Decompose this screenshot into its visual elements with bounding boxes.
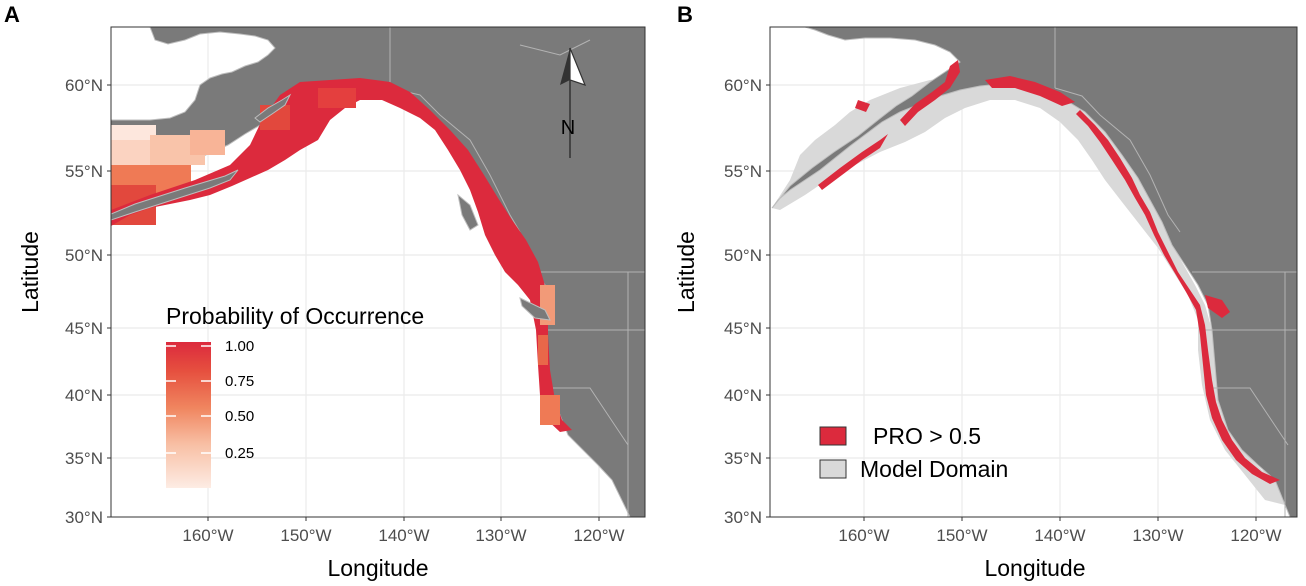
panel-b-xlabel: Longitude	[984, 555, 1085, 581]
legend-b-label-domain: Model Domain	[860, 456, 1008, 482]
x-tick-label: 140°W	[1034, 526, 1085, 545]
y-tick-label: 35°N	[724, 449, 762, 468]
legend-a-colorbar	[166, 342, 211, 488]
x-tick-label: 150°W	[936, 526, 987, 545]
y-tick-label: 45°N	[724, 319, 762, 338]
north-arrow: N	[560, 47, 587, 158]
panel-b: PRO > 0.5 Model Domain 60°N 55°N 50°N 45…	[673, 26, 1298, 581]
legend-a-tick: 0.75	[225, 373, 254, 390]
panel-b-x-ticks: 160°W 150°W 140°W 130°W 120°W	[838, 517, 1282, 545]
panel-a-islands	[111, 93, 551, 321]
y-tick-label: 60°N	[65, 76, 103, 95]
panel-b-frame	[769, 26, 1298, 518]
panel-b-y-ticks: 60°N 55°N 50°N 45°N 40°N 35°N 30°N	[724, 76, 770, 527]
legend-b-label-pro: PRO > 0.5	[873, 423, 981, 449]
y-tick-label: 50°N	[724, 246, 762, 265]
panel-a-letter: A	[4, 2, 20, 27]
x-tick-label: 160°W	[182, 526, 233, 545]
legend-b-swatch-domain	[819, 459, 847, 479]
panel-b-ylabel: Latitude	[673, 231, 699, 313]
panel-a: N Probability of Occurrence 1.00 0.75 0.…	[17, 26, 646, 581]
x-tick-label: 150°W	[280, 526, 331, 545]
y-tick-label: 45°N	[65, 319, 103, 338]
panel-a-ylabel: Latitude	[17, 231, 43, 313]
x-tick-label: 140°W	[378, 526, 429, 545]
y-tick-label: 30°N	[65, 508, 103, 527]
panel-a-borders	[389, 27, 645, 517]
y-tick-label: 60°N	[724, 76, 762, 95]
y-tick-label: 35°N	[65, 449, 103, 468]
x-tick-label: 160°W	[838, 526, 889, 545]
panel-a-frame	[110, 26, 646, 518]
legend-b-swatch-pro	[819, 426, 847, 446]
pro-highlight	[818, 60, 1280, 484]
y-tick-label: 50°N	[65, 246, 103, 265]
x-tick-label: 130°W	[1132, 526, 1183, 545]
panel-b-letter: B	[677, 2, 693, 27]
y-tick-label: 40°N	[724, 386, 762, 405]
x-tick-label: 130°W	[475, 526, 526, 545]
legend-a-tick: 0.25	[225, 445, 254, 462]
legend-b: PRO > 0.5 Model Domain	[819, 423, 1008, 482]
panel-a-x-ticks: 160°W 150°W 140°W 130°W 120°W	[182, 517, 625, 545]
x-tick-label: 120°W	[1230, 526, 1281, 545]
legend-a-tick: 1.00	[225, 338, 254, 355]
panel-a-y-ticks: 60°N 55°N 50°N 45°N 40°N 35°N 30°N	[65, 76, 111, 527]
panel-b-borders	[1054, 27, 1297, 517]
legend-a-tick: 0.50	[225, 408, 254, 425]
legend-a-title: Probability of Occurrence	[166, 303, 424, 329]
legend-a: Probability of Occurrence 1.00 0.75 0.50…	[166, 303, 424, 488]
north-arrow-label: N	[561, 117, 575, 139]
x-tick-label: 120°W	[573, 526, 624, 545]
y-tick-label: 30°N	[724, 508, 762, 527]
y-tick-label: 55°N	[724, 162, 762, 181]
y-tick-label: 55°N	[65, 162, 103, 181]
y-tick-label: 40°N	[65, 386, 103, 405]
panel-a-xlabel: Longitude	[327, 555, 428, 581]
